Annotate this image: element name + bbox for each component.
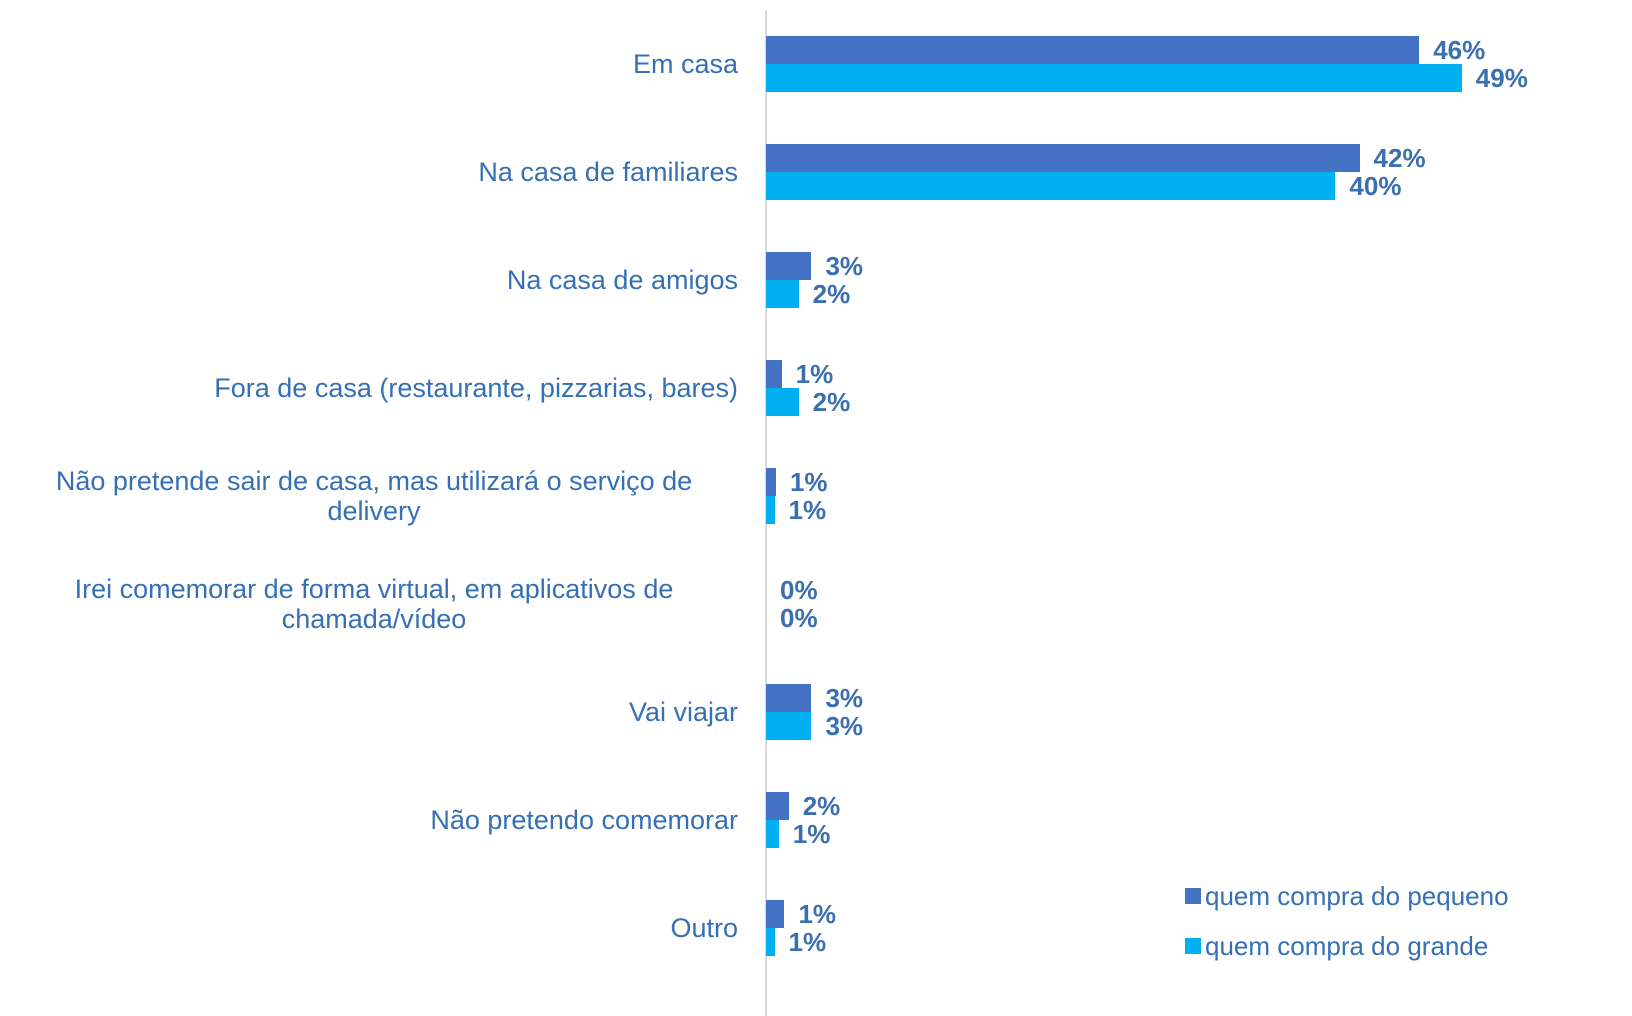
bar [766, 900, 785, 928]
value-label: 1% [798, 899, 837, 929]
bar [766, 360, 782, 388]
legend-label: quem compra do pequeno [1205, 881, 1509, 911]
bar [766, 792, 789, 820]
value-label: 1% [795, 359, 834, 389]
value-label: 3% [825, 711, 864, 741]
category-label: Outro [670, 913, 738, 943]
bar [766, 280, 799, 308]
bar [766, 928, 775, 956]
category-label-box: Na casa de amigos [507, 230, 738, 330]
bar [766, 820, 779, 848]
bar [766, 64, 1462, 92]
category-label-box: Não pretendo comemorar [430, 770, 738, 870]
category-label: Não pretende sair de casa, mas utilizará… [55, 466, 693, 526]
legend-swatch [1185, 938, 1201, 954]
value-label: 46% [1433, 35, 1486, 65]
category-label: Não pretendo comemorar [430, 805, 738, 835]
category-label-box: Outro [670, 878, 738, 978]
value-label: 0% [780, 603, 818, 633]
category-label-box: Na casa de familiares [478, 122, 738, 222]
category-label: Fora de casa (restaurante, pizzarias, ba… [214, 373, 738, 403]
value-label: 2% [802, 791, 841, 821]
value-label: 3% [825, 683, 864, 713]
value-label: 1% [792, 819, 831, 849]
bar [766, 36, 1420, 64]
bar [766, 172, 1336, 200]
bar [766, 684, 812, 712]
bar [766, 388, 799, 416]
value-label: 0% [780, 575, 818, 605]
category-label: Irei comemorar de forma virtual, em apli… [74, 574, 674, 634]
category-label-box: Em casa [633, 14, 738, 114]
category-label: Em casa [632, 49, 738, 79]
value-label: 1% [788, 495, 827, 525]
value-label: 40% [1349, 171, 1402, 201]
category-label-box: Não pretende sair de casa, mas utilizará… [10, 446, 738, 546]
bar [766, 496, 775, 524]
value-label: 1% [788, 927, 827, 957]
legend-label: quem compra do grande [1205, 931, 1489, 961]
bar [766, 712, 812, 740]
category-label-box: Irei comemorar de forma virtual, em apli… [10, 554, 738, 654]
value-label: 49% [1475, 63, 1528, 93]
legend-swatch [1185, 888, 1201, 904]
category-label-box: Fora de casa (restaurante, pizzarias, ba… [214, 338, 738, 438]
category-label: Vai viajar [628, 697, 738, 727]
bar [766, 144, 1360, 172]
category-label: Na casa de amigos [506, 265, 738, 295]
value-label: 42% [1373, 143, 1426, 173]
value-label: 2% [812, 279, 851, 309]
value-label: 2% [812, 387, 851, 417]
category-label: Na casa de familiares [478, 157, 738, 187]
value-label: 3% [825, 251, 864, 281]
category-label-box: Vai viajar [629, 662, 738, 762]
bar [766, 252, 812, 280]
value-label: 1% [789, 467, 828, 497]
bar [766, 468, 776, 496]
